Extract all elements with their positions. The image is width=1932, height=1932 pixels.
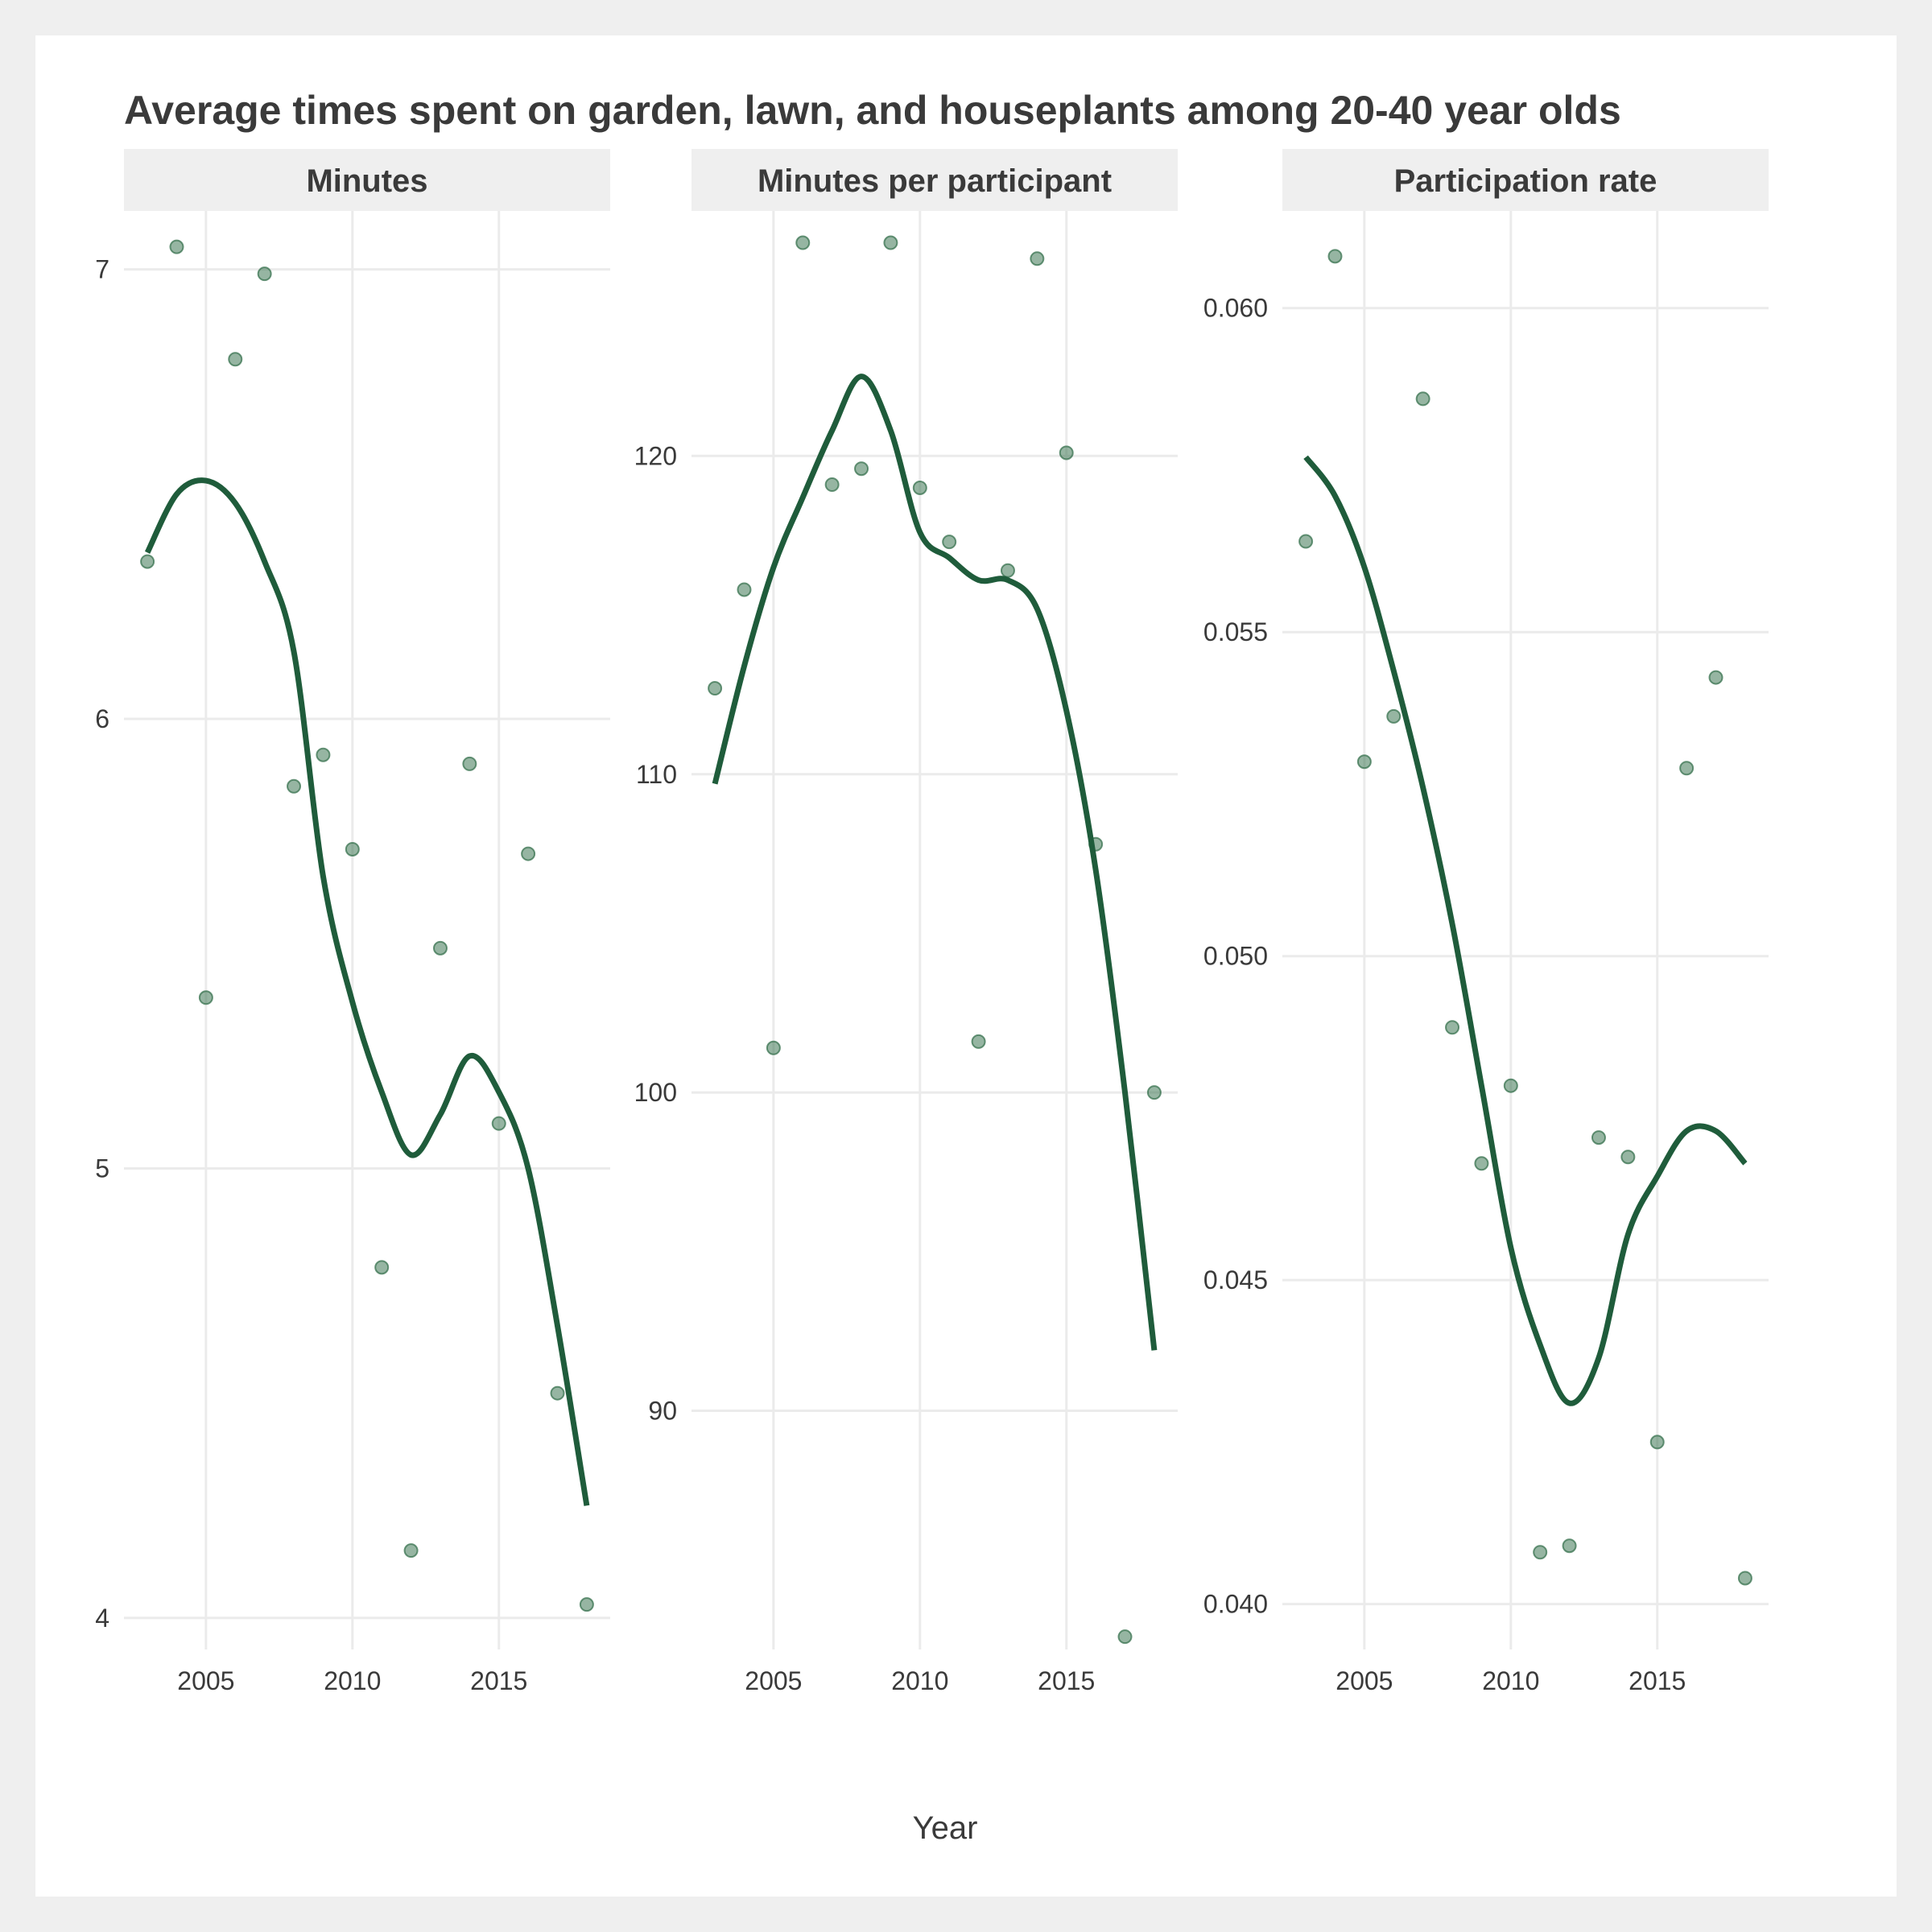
data-point [403, 1543, 419, 1558]
panel-strip-label: Minutes per participant [758, 163, 1112, 199]
data-point [287, 778, 302, 794]
data-point [1030, 251, 1045, 266]
panel-1: Minutes per participant 90 100 110 120 2005 20… [634, 149, 1178, 1695]
data-point [854, 461, 869, 477]
data-point [228, 352, 243, 367]
data-point [1445, 1020, 1460, 1035]
data-point [1059, 445, 1074, 460]
panel-strip-label: Minutes [306, 163, 427, 199]
data-point [550, 1385, 565, 1401]
y-tick-label: 110 [636, 760, 677, 789]
data-point [374, 1260, 390, 1275]
panel-strip [691, 149, 1178, 211]
data-point [169, 239, 184, 254]
chart-canvas: Average times spent on garden, lawn, and… [35, 35, 1897, 1897]
data-point [316, 747, 331, 762]
data-point [1146, 1085, 1162, 1100]
y-tick-label: 5 [95, 1154, 109, 1183]
data-point [1415, 391, 1430, 407]
x-axis-title: Year [913, 1810, 978, 1846]
data-point [883, 235, 898, 250]
data-point [491, 1116, 506, 1131]
data-point [1356, 754, 1372, 770]
data-point [795, 235, 811, 250]
x-tick-label: 2010 [891, 1666, 948, 1695]
panel-0: Minutes 4 5 6 7 2005 2010 2015 [95, 149, 610, 1695]
y-tick-label: 7 [95, 255, 109, 284]
smooth-trend-line [712, 374, 1158, 1351]
data-point [1708, 670, 1724, 685]
y-tick-label: 0.055 [1203, 617, 1268, 646]
data-point [766, 1040, 781, 1055]
data-point [824, 477, 840, 493]
panel-strip [124, 149, 610, 211]
x-tick-label: 2005 [177, 1666, 234, 1695]
data-point [942, 535, 957, 550]
data-point [432, 940, 448, 956]
data-point [521, 846, 536, 861]
data-point [737, 582, 752, 597]
y-tick-label: 6 [95, 704, 109, 733]
faceted-chart: Average times spent on garden, lawn, and… [95, 88, 1769, 1846]
data-point [1562, 1538, 1577, 1554]
data-point [257, 266, 272, 282]
smooth-trend-line [144, 477, 590, 1506]
y-tick-label: 0.045 [1203, 1265, 1268, 1294]
data-point [912, 480, 927, 495]
data-point [345, 841, 360, 857]
data-point [462, 756, 477, 771]
data-point [1649, 1435, 1665, 1450]
data-point [1737, 1571, 1752, 1586]
panel-strip-label: Participation rate [1394, 163, 1657, 199]
panel-strip [1282, 149, 1769, 211]
data-point [1533, 1545, 1548, 1560]
x-tick-label: 2015 [1038, 1666, 1095, 1695]
data-point [708, 681, 723, 696]
y-tick-label: 120 [634, 441, 677, 470]
data-point [1474, 1156, 1489, 1171]
y-tick-label: 0.060 [1203, 294, 1268, 323]
data-point [1591, 1130, 1606, 1146]
data-point [1679, 761, 1695, 776]
x-tick-label: 2010 [1482, 1666, 1539, 1695]
x-tick-label: 2005 [745, 1666, 802, 1695]
y-tick-label: 0.040 [1203, 1590, 1268, 1619]
y-tick-label: 4 [95, 1604, 109, 1633]
data-point [198, 990, 213, 1005]
data-point [1000, 563, 1015, 578]
x-tick-label: 2005 [1335, 1666, 1393, 1695]
data-point [1620, 1150, 1636, 1165]
x-tick-label: 2015 [470, 1666, 527, 1695]
y-tick-label: 100 [634, 1078, 677, 1107]
data-point [1386, 708, 1402, 724]
data-point [140, 554, 155, 569]
data-point [971, 1034, 986, 1049]
x-tick-label: 2010 [324, 1666, 381, 1695]
data-point [579, 1597, 594, 1612]
data-point [1298, 534, 1314, 549]
panel-2: Participation rate 0.040 0.045 0.050 0.055 0.… [1203, 149, 1769, 1695]
data-point [1503, 1078, 1518, 1093]
chart-title: Average times spent on garden, lawn, and… [124, 88, 1621, 133]
data-point [1117, 1629, 1133, 1645]
data-point [1327, 249, 1343, 264]
y-tick-label: 0.050 [1203, 942, 1268, 971]
x-tick-label: 2015 [1629, 1666, 1686, 1695]
y-tick-label: 90 [648, 1396, 677, 1425]
smooth-trend-line [1303, 455, 1748, 1406]
